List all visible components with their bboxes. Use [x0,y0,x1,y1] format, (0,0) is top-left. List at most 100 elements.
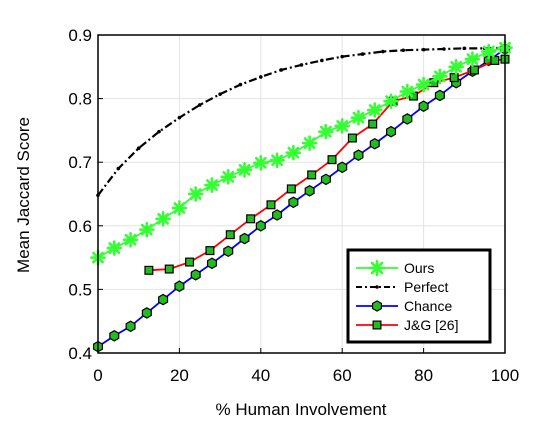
data-point [122,231,139,248]
x-tick-label: 0 [93,366,102,385]
data-point [449,73,459,83]
data-point [353,149,364,161]
data-point [480,43,497,60]
data-point [106,240,123,256]
y-tick-label: 0.9 [68,26,92,45]
data-point [304,185,315,197]
data-point [464,51,481,67]
series-layer [90,39,513,353]
data-point [421,47,426,52]
data-point [157,129,161,134]
data-point [301,135,318,151]
data-point [125,320,136,333]
data-point [360,52,365,56]
data-point [255,220,266,232]
data-point [272,209,283,221]
data-point [401,48,406,53]
y-tick-labels: 0.4 0.5 0.6 0.7 0.8 0.9 [68,26,92,363]
data-point [171,200,188,216]
legend: Ours Perfect Chance J&G [26] [346,248,492,344]
data-point [288,196,299,209]
data-point [141,307,152,319]
data-point [372,320,382,330]
data-point [327,155,337,165]
data-point [285,144,302,161]
x-tick-label: 100 [491,366,519,385]
data-point [299,63,304,67]
data-point [399,83,416,100]
data-point [368,259,386,277]
data-point [136,146,141,151]
data-point [368,119,378,129]
data-point [318,123,334,140]
y-tick-label: 0.4 [68,344,92,363]
data-point [402,113,413,125]
legend-item: Perfect [356,279,448,295]
x-tick-label: 80 [414,366,433,385]
legend-box [346,248,492,344]
data-point [320,173,331,186]
x-axis-label: % Human Involvement [215,400,386,419]
data-point [190,268,201,281]
data-point [490,55,500,65]
data-point [239,232,250,245]
data-point [155,211,171,227]
data-point [220,169,237,185]
data-point [204,177,220,193]
plot-frame [97,34,506,354]
data-point [442,47,446,51]
data-point [381,49,385,54]
data-point [236,162,253,178]
legend-item: J&G [26] [356,317,458,333]
data-point [375,285,379,289]
legend-label: Chance [404,298,452,314]
data-point [371,300,383,312]
x-tick-labels: 0 20 40 60 80 100 [93,366,519,385]
data-point [448,58,464,75]
y-tick-label: 0.5 [68,280,92,299]
data-point [386,125,397,138]
data-point [177,115,182,120]
y-tick-label: 0.6 [68,217,92,236]
data-point [144,265,154,275]
data-point [334,118,351,134]
data-point [139,221,155,238]
x-tick-label: 60 [333,366,352,385]
data-point [320,58,324,63]
data-point [225,230,235,240]
data-point [197,103,202,107]
data-point [205,246,215,256]
data-point [266,200,276,210]
data-point [340,54,345,59]
y-axis-label: Mean Jaccard Score [14,117,33,273]
legend-item: Chance [356,298,452,314]
legend-item: Ours [356,259,434,277]
data-point [383,93,399,109]
series-j-g-26 [144,54,510,275]
data-point [238,82,243,87]
legend-label: Perfect [404,279,448,295]
data-point [206,257,217,270]
data-point [185,257,195,267]
data-point [469,65,479,75]
data-point [350,109,367,126]
data-point [218,92,222,96]
data-point [253,155,269,171]
series-ours [90,39,513,266]
data-point [259,75,263,79]
data-point [158,293,169,306]
data-point [164,264,174,274]
data-point [462,46,467,51]
data-point [434,89,445,102]
data-point [337,161,348,174]
data-point [418,100,429,113]
data-point [279,68,283,72]
data-point [269,152,285,169]
data-point [286,184,296,194]
data-point [347,133,357,143]
data-point [415,76,432,93]
data-point [369,137,380,150]
data-point [116,166,121,171]
data-point [174,280,185,293]
